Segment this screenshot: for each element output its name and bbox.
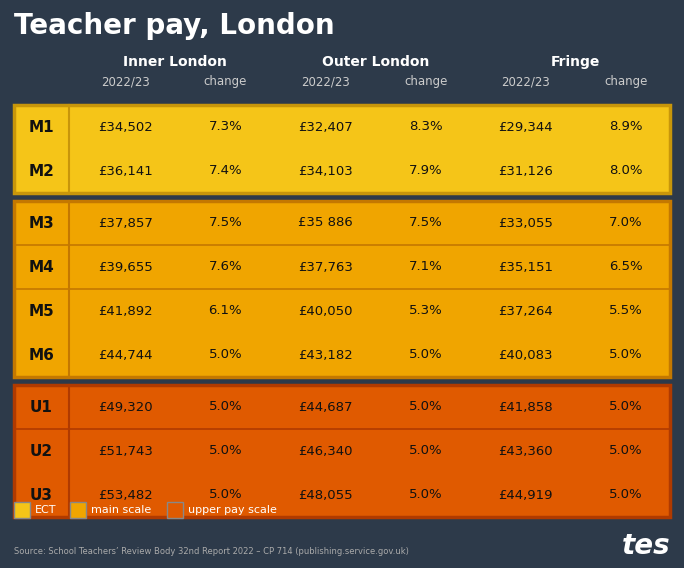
- Text: 6.5%: 6.5%: [609, 261, 643, 274]
- Text: 5.0%: 5.0%: [609, 349, 643, 361]
- Text: 5.0%: 5.0%: [409, 349, 443, 361]
- Text: U3: U3: [30, 487, 53, 503]
- Text: £40,083: £40,083: [499, 349, 553, 361]
- Bar: [168, 502, 183, 518]
- Text: £41,858: £41,858: [499, 400, 553, 414]
- Text: £51,743: £51,743: [98, 445, 153, 457]
- Text: U1: U1: [30, 399, 53, 415]
- Text: 7.6%: 7.6%: [209, 261, 242, 274]
- Text: M1: M1: [29, 119, 54, 135]
- Text: £37,763: £37,763: [298, 261, 353, 274]
- Text: £40,050: £40,050: [298, 304, 353, 318]
- Text: 2022/23: 2022/23: [301, 76, 350, 89]
- Text: £35 886: £35 886: [298, 216, 353, 229]
- Text: Source: School Teachers’ Review Body 32nd Report 2022 – CP 714 (publishing.servi: Source: School Teachers’ Review Body 32n…: [14, 548, 409, 557]
- Text: 7.9%: 7.9%: [409, 165, 443, 177]
- Bar: [70, 502, 86, 518]
- Text: 7.0%: 7.0%: [609, 216, 643, 229]
- Text: M5: M5: [29, 303, 54, 319]
- Text: ECT: ECT: [35, 505, 57, 515]
- Text: 5.0%: 5.0%: [609, 400, 643, 414]
- Text: £44,687: £44,687: [298, 400, 353, 414]
- Text: £37,264: £37,264: [499, 304, 553, 318]
- Text: £43,360: £43,360: [499, 445, 553, 457]
- Text: 5.3%: 5.3%: [409, 304, 443, 318]
- Text: £35,151: £35,151: [498, 261, 553, 274]
- Text: 5.0%: 5.0%: [209, 488, 242, 502]
- Text: main scale: main scale: [92, 505, 152, 515]
- Text: change: change: [404, 76, 447, 89]
- Text: 8.0%: 8.0%: [609, 165, 643, 177]
- Bar: [14, 201, 670, 377]
- Bar: [14, 105, 670, 193]
- Text: U2: U2: [30, 444, 53, 458]
- Text: M4: M4: [29, 260, 54, 274]
- Text: upper pay scale: upper pay scale: [188, 505, 277, 515]
- Text: tes: tes: [621, 532, 670, 560]
- Text: change: change: [204, 76, 247, 89]
- Text: £31,126: £31,126: [499, 165, 553, 177]
- Text: 5.0%: 5.0%: [409, 488, 443, 502]
- Bar: [14, 385, 670, 517]
- Text: 8.9%: 8.9%: [609, 120, 643, 133]
- Text: 7.5%: 7.5%: [209, 216, 242, 229]
- Bar: [14, 502, 30, 518]
- Text: 7.3%: 7.3%: [209, 120, 242, 133]
- Text: £36,141: £36,141: [98, 165, 153, 177]
- Text: 7.1%: 7.1%: [409, 261, 443, 274]
- Text: M2: M2: [29, 164, 55, 178]
- Text: £29,344: £29,344: [499, 120, 553, 133]
- Text: Teacher pay, London: Teacher pay, London: [14, 12, 334, 40]
- Text: 5.0%: 5.0%: [209, 445, 242, 457]
- Text: £53,482: £53,482: [98, 488, 153, 502]
- Text: 5.0%: 5.0%: [209, 349, 242, 361]
- Text: 5.5%: 5.5%: [609, 304, 643, 318]
- Text: change: change: [604, 76, 648, 89]
- Text: £49,320: £49,320: [98, 400, 153, 414]
- Text: Inner London: Inner London: [123, 55, 227, 69]
- Text: £41,892: £41,892: [98, 304, 153, 318]
- Text: £48,055: £48,055: [298, 488, 353, 502]
- Text: 5.0%: 5.0%: [409, 445, 443, 457]
- Text: £44,919: £44,919: [499, 488, 553, 502]
- Text: M3: M3: [29, 215, 54, 231]
- Text: 8.3%: 8.3%: [409, 120, 443, 133]
- Text: £37,857: £37,857: [98, 216, 153, 229]
- Text: 2022/23: 2022/23: [501, 76, 550, 89]
- Text: £39,655: £39,655: [98, 261, 153, 274]
- Text: 6.1%: 6.1%: [209, 304, 242, 318]
- Text: 5.0%: 5.0%: [209, 400, 242, 414]
- Text: 2022/23: 2022/23: [101, 76, 150, 89]
- Text: £33,055: £33,055: [499, 216, 553, 229]
- Text: £34,502: £34,502: [98, 120, 153, 133]
- Text: Outer London: Outer London: [322, 55, 429, 69]
- Text: £46,340: £46,340: [298, 445, 353, 457]
- Text: 7.4%: 7.4%: [209, 165, 242, 177]
- Text: Fringe: Fringe: [551, 55, 601, 69]
- Text: £32,407: £32,407: [298, 120, 353, 133]
- Text: 5.0%: 5.0%: [609, 445, 643, 457]
- Text: £34,103: £34,103: [298, 165, 353, 177]
- Text: £43,182: £43,182: [298, 349, 353, 361]
- Text: 5.0%: 5.0%: [609, 488, 643, 502]
- Text: 5.0%: 5.0%: [409, 400, 443, 414]
- Text: £44,744: £44,744: [98, 349, 153, 361]
- Text: 7.5%: 7.5%: [409, 216, 443, 229]
- Text: M6: M6: [29, 348, 55, 362]
